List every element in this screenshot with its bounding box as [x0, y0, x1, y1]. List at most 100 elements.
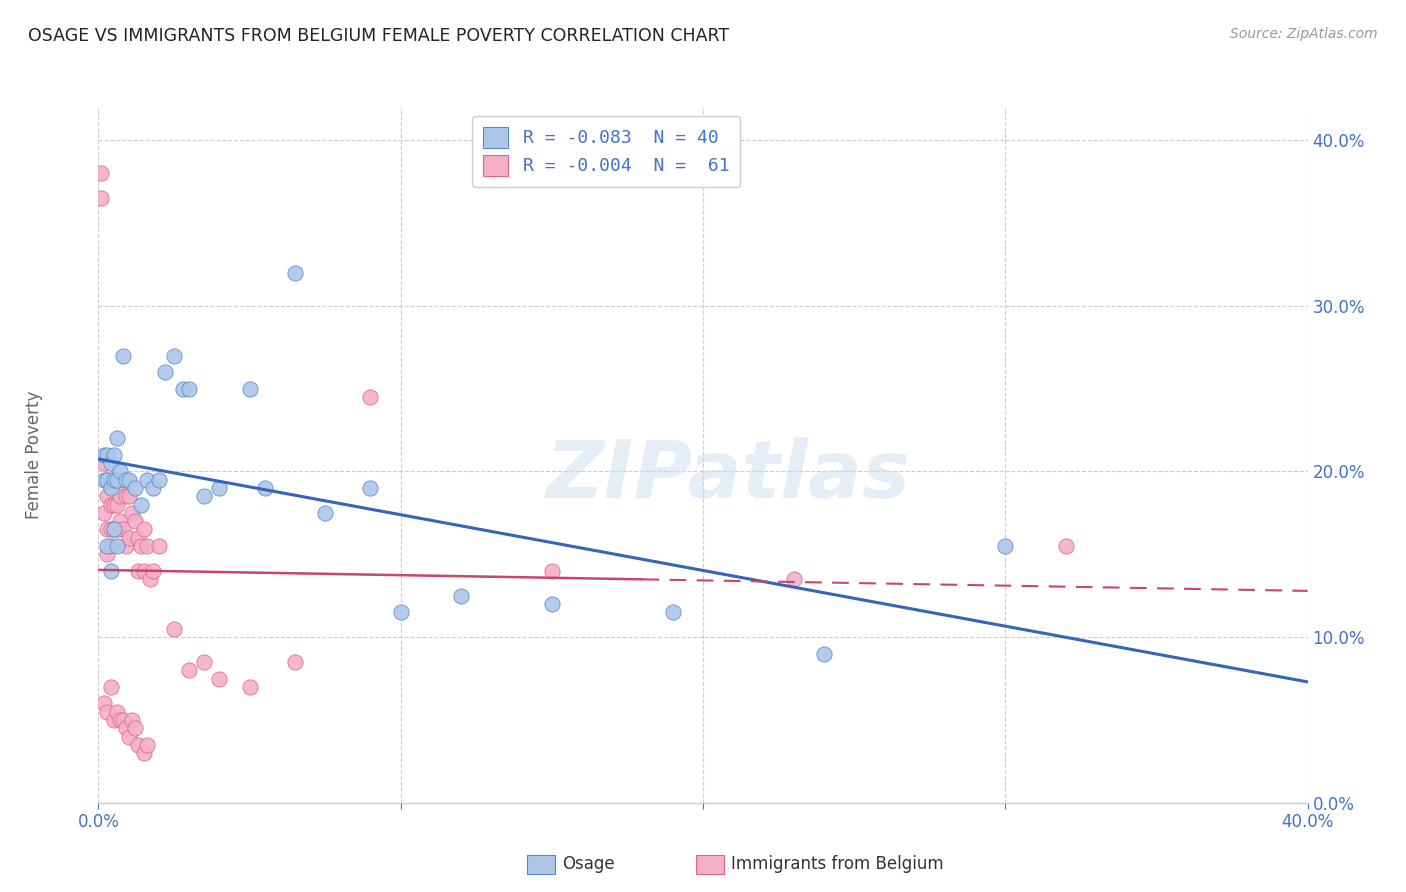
- Point: [135, 738, 157, 752]
- Point: [118, 489, 141, 503]
- Point: [540, 597, 562, 611]
- Point: [96, 473, 118, 487]
- Point: [148, 539, 170, 553]
- Point: [360, 390, 382, 404]
- Point: [239, 382, 262, 396]
- Point: [127, 564, 149, 578]
- Point: [177, 382, 201, 396]
- Point: [142, 564, 165, 578]
- Point: [121, 506, 143, 520]
- Point: [93, 697, 115, 711]
- Point: [148, 473, 170, 487]
- Point: [111, 713, 134, 727]
- Point: [360, 481, 382, 495]
- Point: [118, 730, 141, 744]
- Point: [540, 564, 562, 578]
- Point: [100, 481, 122, 495]
- Point: [93, 448, 115, 462]
- Point: [208, 672, 231, 686]
- Point: [111, 349, 134, 363]
- Point: [163, 349, 186, 363]
- Point: [114, 721, 136, 735]
- Point: [90, 191, 112, 205]
- Point: [118, 531, 141, 545]
- Point: [124, 721, 146, 735]
- Point: [127, 531, 149, 545]
- Text: OSAGE VS IMMIGRANTS FROM BELGIUM FEMALE POVERTY CORRELATION CHART: OSAGE VS IMMIGRANTS FROM BELGIUM FEMALE …: [28, 27, 730, 45]
- Point: [193, 489, 215, 503]
- Point: [108, 713, 131, 727]
- Point: [314, 506, 336, 520]
- Point: [96, 473, 118, 487]
- Point: [118, 473, 141, 487]
- Point: [93, 473, 115, 487]
- Y-axis label: Female Poverty: Female Poverty: [25, 391, 42, 519]
- Point: [111, 473, 134, 487]
- Point: [153, 365, 176, 379]
- Point: [389, 605, 412, 619]
- Point: [100, 680, 122, 694]
- Point: [105, 523, 128, 537]
- Point: [105, 705, 128, 719]
- Point: [177, 663, 201, 677]
- Point: [96, 705, 118, 719]
- Text: Source: ZipAtlas.com: Source: ZipAtlas.com: [1230, 27, 1378, 41]
- Point: [100, 523, 122, 537]
- Point: [193, 655, 215, 669]
- Point: [114, 539, 136, 553]
- Text: Immigrants from Belgium: Immigrants from Belgium: [731, 855, 943, 873]
- Point: [132, 523, 155, 537]
- Point: [96, 547, 118, 561]
- Point: [96, 523, 118, 537]
- Point: [208, 481, 231, 495]
- Point: [121, 713, 143, 727]
- Point: [163, 622, 186, 636]
- Point: [135, 473, 157, 487]
- Point: [108, 489, 131, 503]
- Point: [135, 539, 157, 553]
- Point: [108, 514, 131, 528]
- Point: [93, 506, 115, 520]
- Point: [108, 465, 131, 479]
- Point: [90, 166, 112, 180]
- Point: [93, 456, 115, 470]
- Point: [103, 473, 125, 487]
- Point: [994, 539, 1017, 553]
- Legend: R = -0.083  N = 40, R = -0.004  N =  61: R = -0.083 N = 40, R = -0.004 N = 61: [472, 116, 741, 186]
- Point: [813, 647, 835, 661]
- Point: [105, 473, 128, 487]
- Point: [100, 498, 122, 512]
- Point: [105, 498, 128, 512]
- Point: [129, 498, 152, 512]
- Point: [114, 473, 136, 487]
- Point: [129, 539, 152, 553]
- Point: [172, 382, 194, 396]
- Text: ZIPatlas: ZIPatlas: [544, 437, 910, 515]
- Point: [103, 713, 125, 727]
- Point: [253, 481, 276, 495]
- Point: [100, 539, 122, 553]
- Point: [661, 605, 683, 619]
- Point: [103, 523, 125, 537]
- Point: [100, 564, 122, 578]
- Point: [142, 481, 165, 495]
- Point: [132, 564, 155, 578]
- Text: Osage: Osage: [562, 855, 614, 873]
- Point: [100, 473, 122, 487]
- Point: [111, 523, 134, 537]
- Point: [782, 572, 804, 586]
- Point: [103, 473, 125, 487]
- Point: [105, 431, 128, 445]
- Point: [114, 489, 136, 503]
- Point: [96, 539, 118, 553]
- Point: [103, 523, 125, 537]
- Point: [239, 680, 262, 694]
- Point: [105, 473, 128, 487]
- Point: [284, 655, 307, 669]
- Point: [127, 738, 149, 752]
- Point: [450, 589, 472, 603]
- Point: [132, 746, 155, 760]
- Point: [124, 481, 146, 495]
- Point: [139, 572, 162, 586]
- Point: [1054, 539, 1077, 553]
